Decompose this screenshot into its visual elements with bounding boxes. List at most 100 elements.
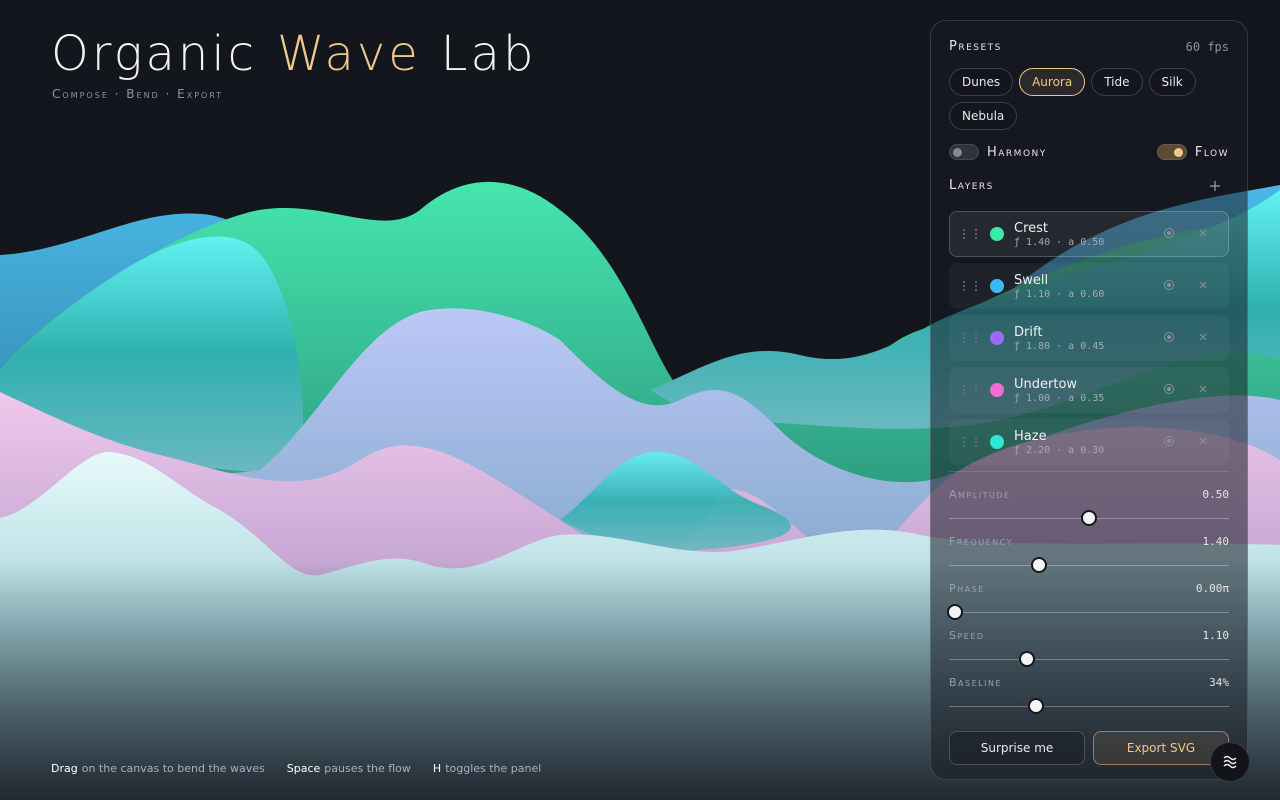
layer-info: Crest ƒ 1.40 · a 0.50 — [1014, 221, 1104, 248]
switch[interactable] — [1156, 144, 1187, 160]
layer-info: Swell ƒ 1.10 · a 0.60 — [1014, 273, 1104, 300]
action-button[interactable]: Export SVG — [1093, 731, 1229, 765]
layer-params: ƒ 1.10 · a 0.60 — [1014, 288, 1105, 300]
switch[interactable] — [949, 144, 979, 160]
title-accent: Wave — [277, 26, 421, 82]
layer-name: Drift — [1014, 324, 1043, 340]
preset-chip[interactable]: Dunes — [949, 68, 1014, 96]
sliders: Amplitude 0.50 Frequency 1.40 Phase 0.00π Spee… — [946, 471, 1229, 714]
section-title: Layers — [949, 178, 994, 193]
slider-thumb[interactable] — [1027, 698, 1044, 714]
drag-handle[interactable] — [962, 384, 984, 396]
presets: Dunes Aurora Tide Silk Nebula — [949, 68, 1219, 130]
wave — [560, 451, 791, 551]
layer-name: Swell — [1014, 272, 1049, 288]
layer-params: ƒ 2.20 · a 0.30 — [1014, 444, 1105, 456]
slider-thumb[interactable] — [1081, 510, 1097, 526]
layer-info: Haze ƒ 2.20 · a 0.30 — [1014, 429, 1104, 456]
hint: Drag on the canvas to bend the waves — [51, 762, 265, 775]
slider-thumb[interactable] — [1030, 557, 1047, 573]
slider-track[interactable] — [946, 604, 1229, 620]
slider-label: Speed — [949, 629, 985, 642]
slider: Phase 0.00π — [946, 582, 1229, 620]
slider-label: Baseline — [949, 676, 1003, 689]
slider-label: Amplitude — [949, 488, 1011, 501]
hint-key: Drag — [51, 762, 78, 775]
layer-color — [990, 435, 1004, 449]
switch-knob — [1173, 148, 1183, 157]
hint: Space pauses the flow — [287, 762, 411, 775]
section-title: Presets — [949, 39, 1002, 54]
drag-handle[interactable] — [962, 228, 984, 240]
layer-info: Drift ƒ 1.80 · a 0.45 — [1014, 325, 1104, 352]
preset-chip[interactable]: Tide — [1091, 68, 1143, 96]
action-button[interactable]: Surprise me — [949, 731, 1085, 765]
slider-header: Frequency 1.40 — [949, 535, 1229, 548]
panel-toggle[interactable] — [1210, 742, 1250, 782]
switch-knob — [953, 148, 962, 157]
fps: 60 fps — [1185, 39, 1229, 54]
slider-value: 0.50 — [1202, 488, 1230, 501]
slider-value: 1.10 — [1202, 629, 1230, 642]
preset-chip[interactable]: Nebula — [949, 102, 1018, 130]
layer-info: Undertow ƒ 1.00 · a 0.35 — [1014, 377, 1104, 404]
drag-handle[interactable] — [962, 332, 984, 344]
subtitle: Compose · Bend · Export — [52, 87, 224, 101]
slider-header: Speed 1.10 — [949, 629, 1229, 642]
layer-row[interactable]: Drift ƒ 1.80 · a 0.45 — [949, 315, 1229, 361]
layer-row[interactable]: Swell ƒ 1.10 · a 0.60 — [949, 263, 1229, 309]
slider: Baseline 34% — [949, 676, 1229, 714]
slider: Amplitude 0.50 — [949, 488, 1229, 526]
slider-label: Phase — [949, 582, 985, 595]
toggle-label: Harmony — [987, 144, 1047, 160]
slider-value: 0.00π — [1195, 582, 1229, 595]
toggle[interactable]: Harmony — [949, 144, 1047, 160]
layer-params: ƒ 1.40 · a 0.50 — [1014, 236, 1105, 248]
slider: Frequency 1.40 — [949, 535, 1229, 573]
layer-row[interactable]: Undertow ƒ 1.00 · a 0.35 — [949, 367, 1229, 413]
layer-list: Crest ƒ 1.40 · a 0.50 Swell ƒ 1.10 · a 0.60… — [949, 211, 1229, 465]
toggles: Harmony Flow — [949, 144, 1229, 160]
slider-header: Amplitude 0.50 — [949, 488, 1229, 501]
preset-chip[interactable]: Aurora — [1019, 68, 1086, 96]
app-title: Organic Wave Lab — [51, 26, 536, 82]
slider-value: 34% — [1209, 676, 1229, 689]
layer-actions[interactable] — [1162, 278, 1214, 292]
layer-actions[interactable] — [1162, 434, 1214, 448]
title-word: Lab — [440, 26, 537, 82]
layer-params: ƒ 1.80 · a 0.45 — [1014, 340, 1105, 352]
slider-track[interactable] — [949, 510, 1229, 526]
slider-track[interactable] — [949, 698, 1229, 714]
actions: Surprise me Export SVG — [949, 731, 1229, 765]
wave — [0, 236, 304, 472]
layer-name: Haze — [1014, 428, 1047, 444]
layer-color — [990, 331, 1004, 345]
hint-text: on the canvas to bend the waves — [81, 762, 265, 775]
preset-chip[interactable]: Silk — [1148, 68, 1196, 96]
drag-handle[interactable] — [962, 436, 984, 448]
layer-actions[interactable] — [1162, 382, 1214, 396]
add-layer[interactable] — [1209, 180, 1221, 192]
layer-name: Undertow — [1014, 376, 1078, 392]
slider-label: Frequency — [949, 535, 1013, 548]
title-word: Organic — [51, 26, 258, 82]
slider-thumb[interactable] — [1019, 651, 1036, 667]
layer-name: Crest — [1014, 220, 1049, 236]
layer-actions[interactable] — [1162, 226, 1214, 240]
layer-color — [990, 279, 1004, 293]
drag-handle[interactable] — [962, 280, 984, 292]
hints: Drag on the canvas to bend the waves Space… — [51, 762, 541, 775]
toggle[interactable]: Flow — [1156, 144, 1229, 160]
layer-actions[interactable] — [1162, 330, 1214, 344]
hint-text: toggles the panel — [445, 762, 542, 775]
layer-row[interactable]: Crest ƒ 1.40 · a 0.50 — [949, 211, 1229, 257]
layer-color — [990, 383, 1004, 397]
slider-track[interactable] — [949, 651, 1229, 667]
layer-row[interactable]: Haze ƒ 2.20 · a 0.30 — [949, 419, 1229, 465]
slider-track[interactable] — [949, 557, 1229, 573]
slider-thumb[interactable] — [946, 604, 963, 620]
slider-header: Baseline 34% — [949, 676, 1229, 689]
hint-text: pauses the flow — [324, 762, 411, 775]
